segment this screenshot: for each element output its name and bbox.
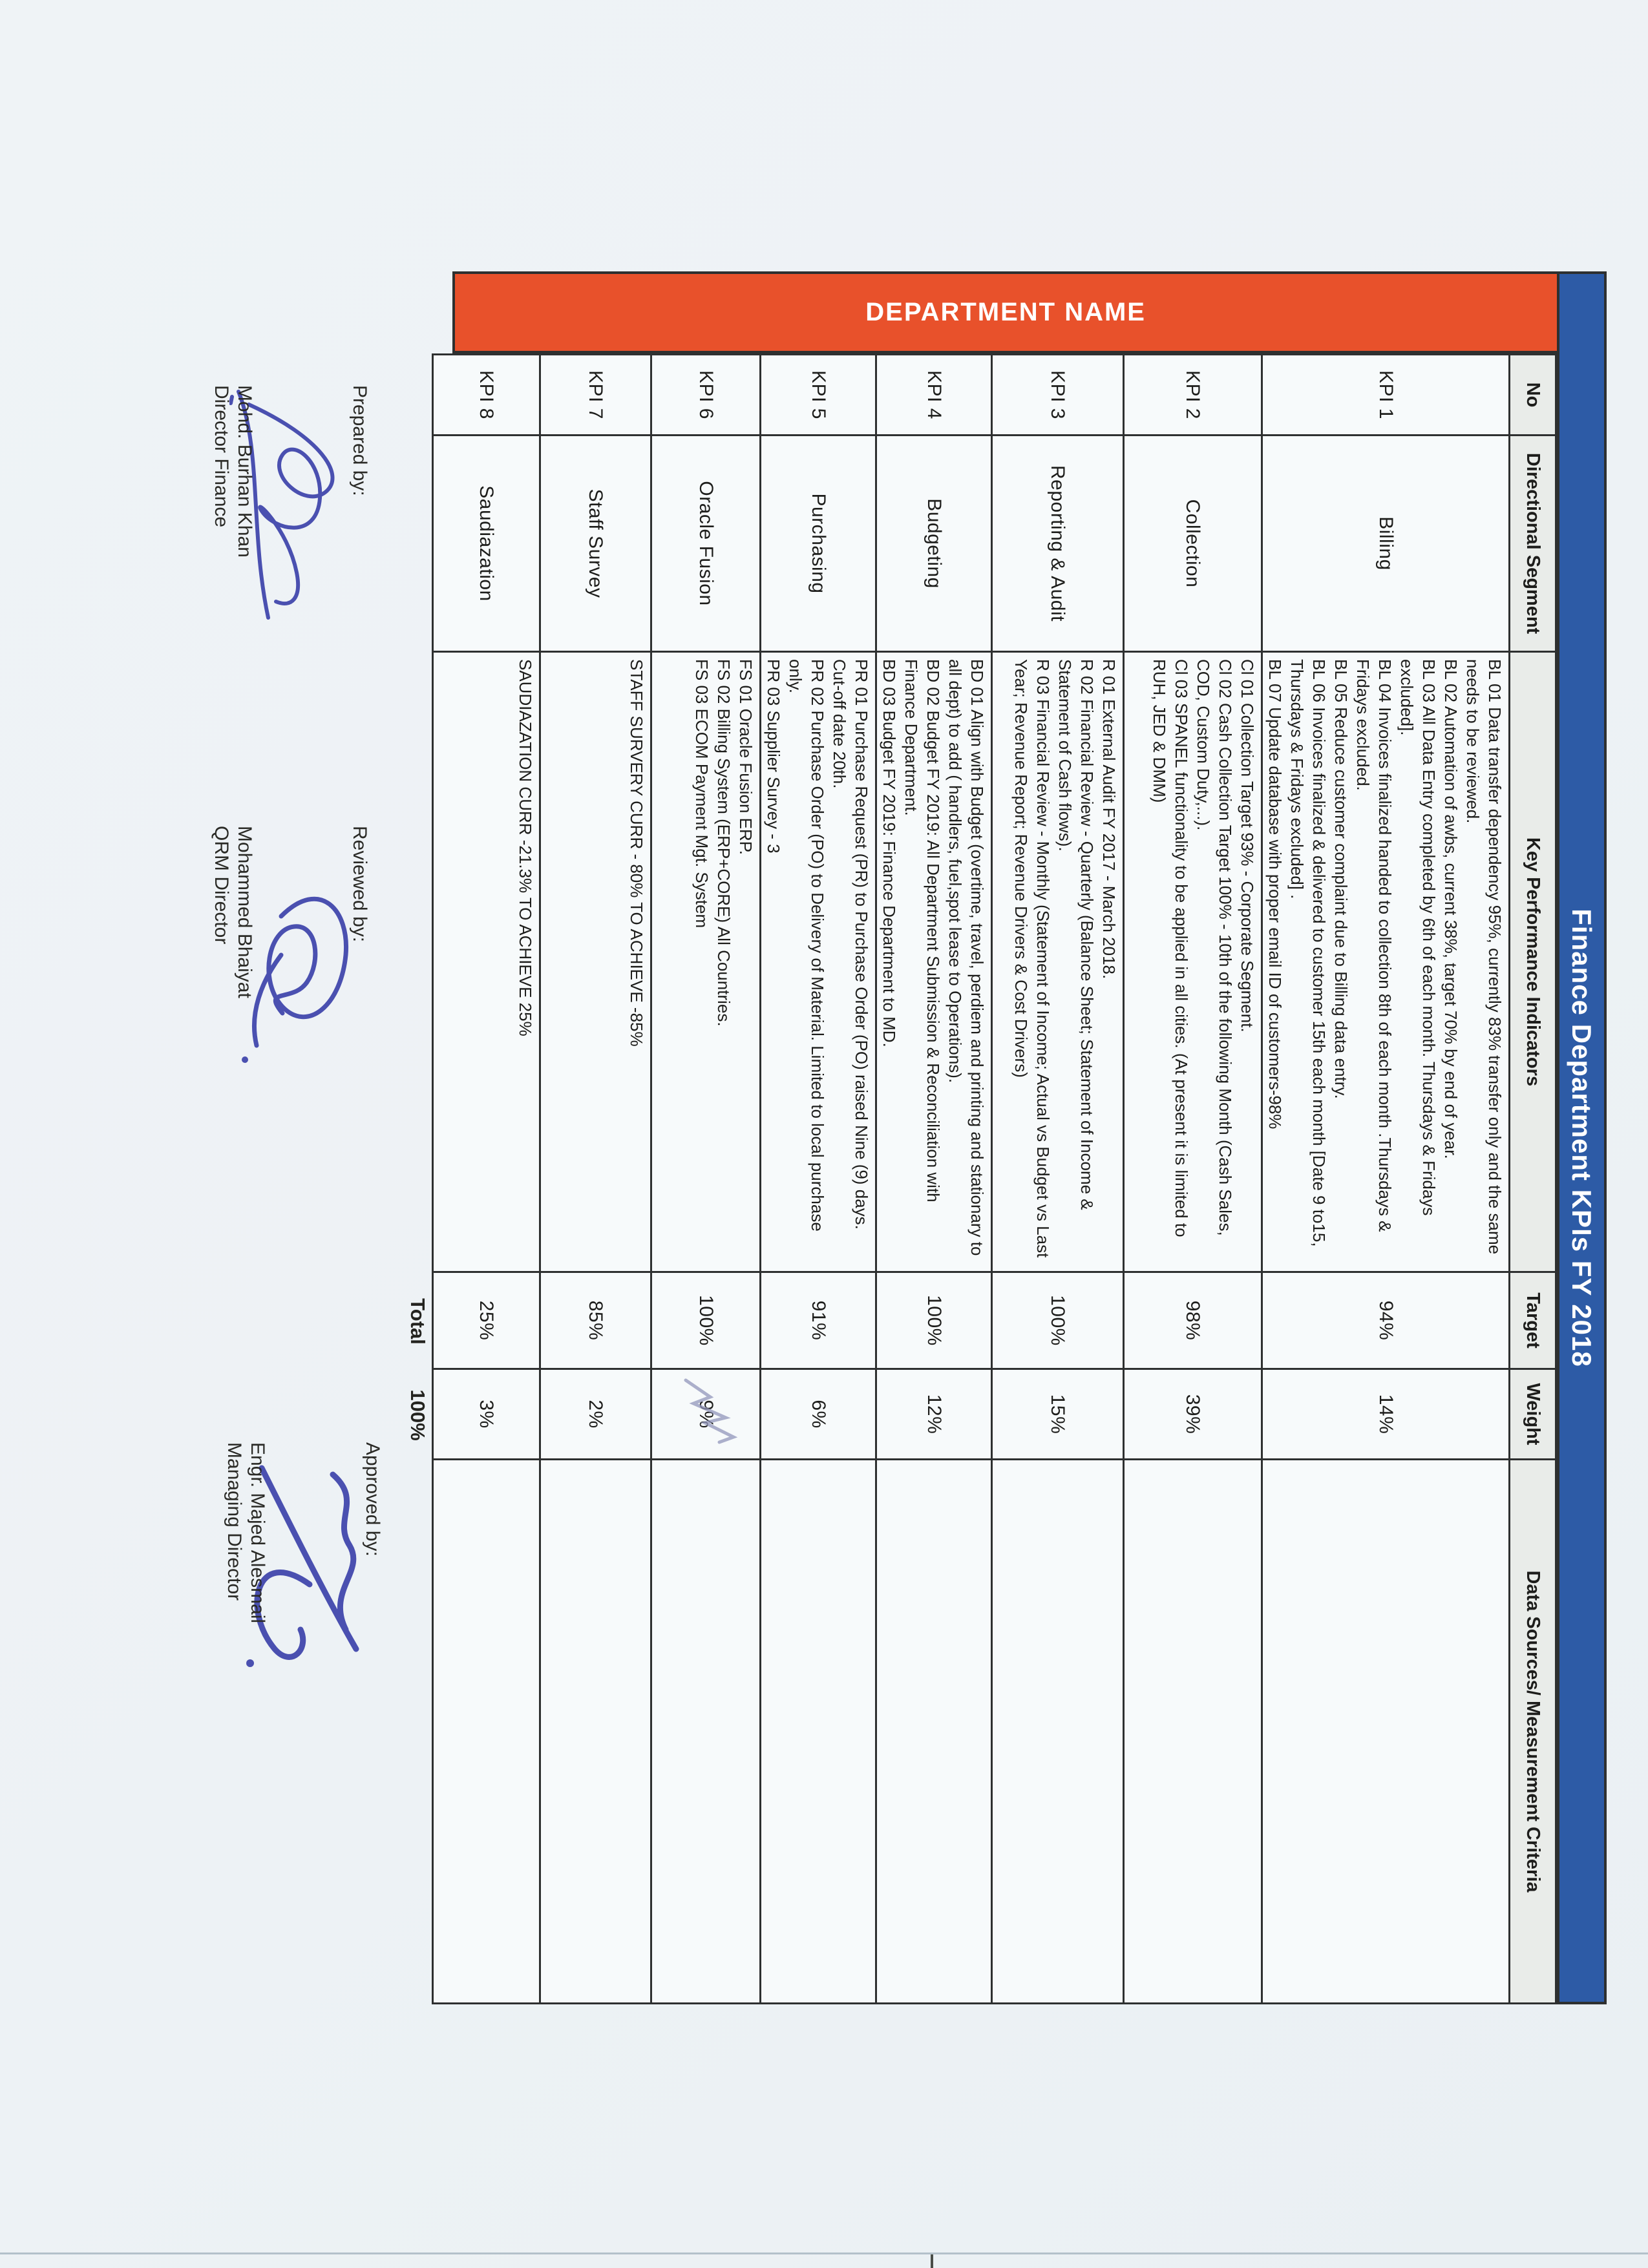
kpi-number: KPI 6 <box>651 354 761 436</box>
department-name-banner: DEPARTMENT NAME <box>452 271 1557 353</box>
approved-by-name: Engr. Majed Alesmail <box>247 1442 268 1624</box>
signature-block-prepared: Prepared by: Mohd. Burhan Khan Director … <box>202 385 370 663</box>
kpi-number: KPI 1 <box>1262 354 1510 436</box>
segment-name: Budgeting <box>876 435 992 652</box>
weight-value: 15% <box>991 1369 1124 1460</box>
segment-name: Oracle Fusion <box>651 435 761 652</box>
signature-reviewed-ink <box>242 896 349 1063</box>
kpi-indicators: FS 01 Oracle Fusion ERP. FS 02 Billing S… <box>651 651 761 1272</box>
data-sources-cell <box>432 1459 540 2004</box>
document-title: Finance Department KPIs FY 2018 <box>1567 908 1598 1367</box>
segment-name: Reporting & Audit <box>991 435 1124 652</box>
header-directional-segment: Directional Segment <box>1509 435 1556 652</box>
reviewed-by-role: QRM Director <box>211 826 232 945</box>
signature-block-approved: Approved by: Engr. Majed Alesmail Managi… <box>215 1442 383 1720</box>
signature-prepared-ink <box>229 390 335 620</box>
header-weight: Weight <box>1509 1369 1556 1460</box>
data-sources-cell <box>651 1459 761 2004</box>
approved-by-role: Managing Director <box>224 1442 245 1601</box>
kpi-number: KPI 2 <box>1123 354 1262 436</box>
header-row: No Directional Segment Key Performance I… <box>1509 354 1556 2004</box>
target-value: 85% <box>540 1272 651 1369</box>
weight-value: 2% <box>540 1369 651 1460</box>
rotated-document: Finance Department KPIs FY 2018 DEPARTME… <box>211 271 1607 2004</box>
weight-value: 14% <box>1262 1369 1510 1460</box>
document-body: DEPARTMENT NAME No Directional Segment K… <box>432 271 1557 2004</box>
header-data-sources: Data Sources/ Measurement Criteria <box>1509 1459 1556 2004</box>
target-value: 25% <box>432 1272 540 1369</box>
table-row-kpi6: KPI 6 Oracle Fusion FS 01 Oracle Fusion … <box>651 354 761 2004</box>
total-label: Total <box>407 1298 429 1345</box>
data-sources-cell <box>991 1459 1124 2004</box>
data-sources-cell <box>540 1459 651 2004</box>
weight-value: 6% <box>760 1369 876 1460</box>
department-name-text: DEPARTMENT NAME <box>865 298 1146 326</box>
table-row-kpi7: KPI 7 Staff Survey STAFF SURVERY CURR - … <box>540 354 651 2004</box>
kpi-indicators: STAFF SURVERY CURR - 80% TO ACHIEVE -85% <box>540 651 651 1272</box>
kpi-indicators: Cl 01 Collection Target 93% - Corporate … <box>1123 651 1262 1272</box>
kpi-number: KPI 4 <box>876 354 992 436</box>
scan-page-edge <box>0 2252 1648 2254</box>
table-row-kpi2: KPI 2 Collection Cl 01 Collection Target… <box>1123 354 1262 2004</box>
kpi-table: No Directional Segment Key Performance I… <box>432 353 1557 2004</box>
weight-text: 9% <box>695 1400 717 1429</box>
data-sources-cell <box>876 1459 992 2004</box>
total-value: 100% <box>407 1389 429 1441</box>
header-key-performance-indicators: Key Performance Indicators <box>1509 651 1556 1272</box>
kpi-number: KPI 3 <box>991 354 1124 436</box>
target-value: 91% <box>760 1272 876 1369</box>
weight-value: 9% <box>651 1369 761 1460</box>
kpi-indicators: BD 01 Align with Budget (overtime, trave… <box>876 651 992 1272</box>
table-row-kpi3: KPI 3 Reporting & Audit R 01 External Au… <box>991 354 1124 2004</box>
target-value: 100% <box>876 1272 992 1369</box>
kpi-indicators: PR 01 Purchase Request (PR) to Purchase … <box>760 651 876 1272</box>
reviewed-by-name: Mohammed Bhaiyat <box>234 826 255 998</box>
signature-approved-ink <box>246 1465 359 1667</box>
weight-value: 3% <box>432 1369 540 1460</box>
kpi-number: KPI 8 <box>432 354 540 436</box>
kpi-number: KPI 5 <box>760 354 876 436</box>
segment-name: Billing <box>1262 435 1510 652</box>
prepared-by-role: Director Finance <box>211 385 232 528</box>
table-row-kpi8: KPI 8 Saudiazation SAUDIAZATION CURR -21… <box>432 354 540 2004</box>
kpi-indicators: R 01 External Audit FY 2017 - March 2018… <box>991 651 1124 1272</box>
data-sources-cell <box>1262 1459 1510 2004</box>
data-sources-cell <box>760 1459 876 2004</box>
target-value: 100% <box>991 1272 1124 1369</box>
kpi-indicators: SAUDIAZATION CURR -21.3% TO ACHIEVE 25% <box>432 651 540 1272</box>
header-target: Target <box>1509 1272 1556 1369</box>
signature-block-reviewed: Reviewed by: Mohammed Bhaiyat QRM Direct… <box>202 826 370 1104</box>
header-no: No <box>1509 354 1556 436</box>
segment-name: Staff Survey <box>540 435 651 652</box>
kpi-indicators: BL 01 Data transfer dependency 95%, curr… <box>1262 651 1510 1272</box>
segment-name: Collection <box>1123 435 1262 652</box>
prepared-by-name: Mohd. Burhan Khan <box>234 385 255 558</box>
table-row-kpi4: KPI 4 Budgeting BD 01 Align with Budget … <box>876 354 992 2004</box>
data-sources-cell <box>1123 1459 1262 2004</box>
target-value: 94% <box>1262 1272 1510 1369</box>
segment-name: Purchasing <box>760 435 876 652</box>
weight-value: 12% <box>876 1369 992 1460</box>
scan-edge-artifact <box>931 2254 933 2268</box>
target-value: 98% <box>1123 1272 1262 1369</box>
table-row-kpi1: KPI 1 Billing BL 01 Data transfer depend… <box>1262 354 1510 2004</box>
kpi-number: KPI 7 <box>540 354 651 436</box>
segment-name: Saudiazation <box>432 435 540 652</box>
table-row-kpi5: KPI 5 Purchasing PR 01 Purchase Request … <box>760 354 876 2004</box>
target-value: 100% <box>651 1272 761 1369</box>
document-title-bar: Finance Department KPIs FY 2018 <box>1557 271 1607 2004</box>
weight-value: 39% <box>1123 1369 1262 1460</box>
